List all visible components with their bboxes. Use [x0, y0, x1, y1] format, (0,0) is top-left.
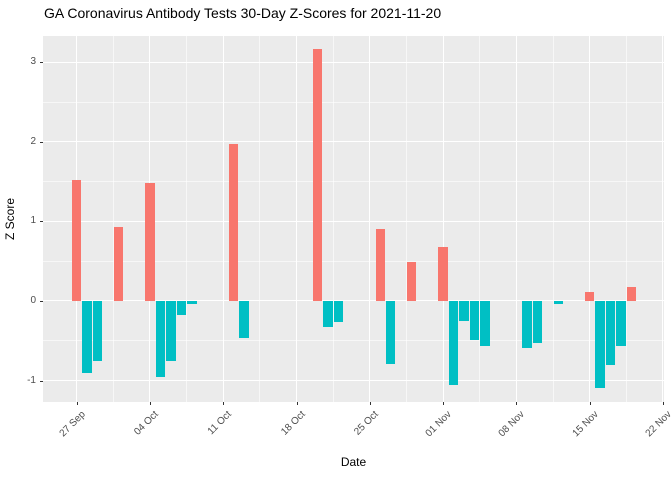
x-tick-mark [589, 402, 591, 405]
bar-13-oct [239, 300, 249, 339]
bar-12-nov [553, 300, 563, 305]
y-tick-label: 2 [30, 135, 36, 147]
gridline-minor-vertical [112, 36, 114, 402]
bar-02-nov [448, 300, 459, 386]
gridline-major-horizontal [43, 300, 664, 302]
gridline-major-vertical [369, 36, 371, 402]
gridline-minor-horizontal [43, 101, 664, 103]
bar-09-nov [522, 300, 532, 348]
gridline-major-horizontal [43, 380, 664, 382]
x-tick-mark [516, 402, 518, 405]
bar-29-sep [92, 300, 103, 361]
bar-18-nov [616, 300, 626, 347]
x-tick-mark [662, 402, 664, 405]
gridline-major-horizontal [43, 61, 664, 63]
gridline-minor-horizontal [43, 340, 664, 342]
y-tick-label: 1 [30, 215, 36, 227]
y-tick-mark [40, 300, 43, 302]
bar-08-oct [187, 300, 197, 305]
gridline-major-vertical [662, 36, 664, 402]
gridline-major-vertical [515, 36, 517, 402]
plot-panel [43, 36, 664, 402]
x-tick-mark [223, 402, 225, 405]
gridline-minor-vertical [259, 36, 261, 402]
y-tick-mark [40, 62, 43, 64]
x-tick-label: 27 Sep [57, 409, 88, 440]
bar-22-oct [333, 300, 344, 322]
bar-26-oct [375, 229, 385, 301]
x-tick-label: 11 Oct [205, 409, 235, 438]
gridline-major-vertical [442, 36, 444, 402]
x-tick-mark [296, 402, 298, 405]
bar-21-oct [323, 300, 333, 328]
bar-16-nov [595, 300, 605, 389]
x-tick-label: 18 Oct [278, 409, 308, 438]
gridline-minor-vertical [186, 36, 188, 402]
bar-06-oct [166, 300, 176, 361]
bar-17-nov [605, 300, 616, 365]
gridline-minor-vertical [552, 36, 554, 402]
bar-07-oct [176, 300, 187, 316]
y-tick-mark [40, 141, 43, 143]
bar-04-nov [469, 300, 480, 340]
x-tick-mark [443, 402, 445, 405]
bar-03-nov [459, 300, 469, 321]
bar-05-nov [480, 300, 490, 347]
chart-title: GA Coronavirus Antibody Tests 30-Day Z-S… [44, 5, 442, 21]
bar-04-oct [145, 183, 155, 301]
y-tick-label: -1 [27, 374, 36, 386]
gridline-major-vertical [222, 36, 224, 402]
bar-20-oct [312, 48, 323, 301]
x-tick-label: 15 Nov [570, 409, 601, 440]
bar-29-oct [406, 261, 417, 301]
y-tick-mark [40, 380, 43, 382]
bar-05-oct [155, 300, 166, 377]
x-tick-mark [149, 402, 151, 405]
gridline-major-horizontal [43, 220, 664, 222]
gridline-major-vertical [589, 36, 591, 402]
y-tick-mark [40, 221, 43, 223]
bar-12-oct [229, 144, 239, 301]
x-tick-mark [369, 402, 371, 405]
x-tick-label: 22 Nov [643, 409, 672, 440]
bar-27-oct [386, 300, 396, 364]
gridline-minor-vertical [479, 36, 481, 402]
gridline-minor-horizontal [43, 181, 664, 183]
gridline-minor-vertical [332, 36, 334, 402]
y-tick-label: 0 [30, 294, 36, 306]
bar-01-oct [113, 226, 124, 301]
gridline-minor-vertical [405, 36, 407, 402]
bar-19-nov [626, 286, 637, 301]
bar-15-nov [584, 292, 595, 301]
x-tick-label: 04 Oct [132, 409, 161, 438]
gridline-major-vertical [296, 36, 298, 402]
bar-01-nov [438, 246, 448, 301]
x-tick-label: 01 Nov [423, 409, 454, 440]
x-tick-label: 25 Oct [351, 409, 381, 438]
gridline-minor-horizontal [43, 260, 664, 262]
bar-27-sep [71, 180, 82, 301]
gridline-minor-vertical [625, 36, 627, 402]
x-tick-label: 08 Nov [496, 409, 528, 440]
x-axis-title: Date [340, 455, 367, 469]
bar-10-nov [532, 300, 543, 344]
y-tick-label: 3 [30, 56, 36, 68]
bar-28-sep [82, 300, 92, 374]
gridline-major-horizontal [43, 141, 664, 143]
x-tick-mark [76, 402, 78, 405]
